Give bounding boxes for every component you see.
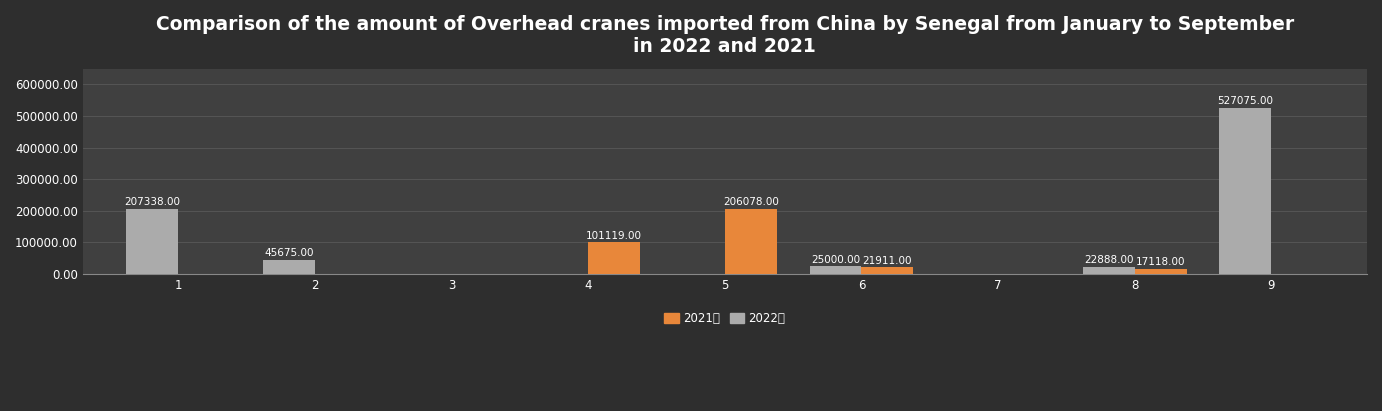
Text: 527075.00: 527075.00 (1218, 96, 1273, 106)
Text: 207338.00: 207338.00 (124, 197, 181, 207)
Bar (726, 209, 777, 274)
Bar (1083, 267, 1135, 274)
Bar (263, 260, 315, 274)
Bar (861, 267, 914, 274)
Text: 206078.00: 206078.00 (723, 197, 779, 208)
Bar (1135, 269, 1187, 274)
Title: Comparison of the amount of Overhead cranes imported from China by Senegal from : Comparison of the amount of Overhead cra… (156, 15, 1294, 56)
Text: 17118.00: 17118.00 (1136, 257, 1186, 267)
Text: 25000.00: 25000.00 (811, 254, 860, 265)
Text: 45675.00: 45675.00 (264, 248, 314, 258)
Bar (127, 208, 178, 274)
Text: 21911.00: 21911.00 (862, 256, 912, 266)
Bar (1219, 108, 1271, 274)
Text: 101119.00: 101119.00 (586, 231, 643, 240)
Text: 22888.00: 22888.00 (1083, 255, 1133, 265)
Bar (810, 266, 861, 274)
Bar (589, 242, 640, 274)
Legend: 2021年, 2022年: 2021年, 2022年 (659, 307, 791, 330)
